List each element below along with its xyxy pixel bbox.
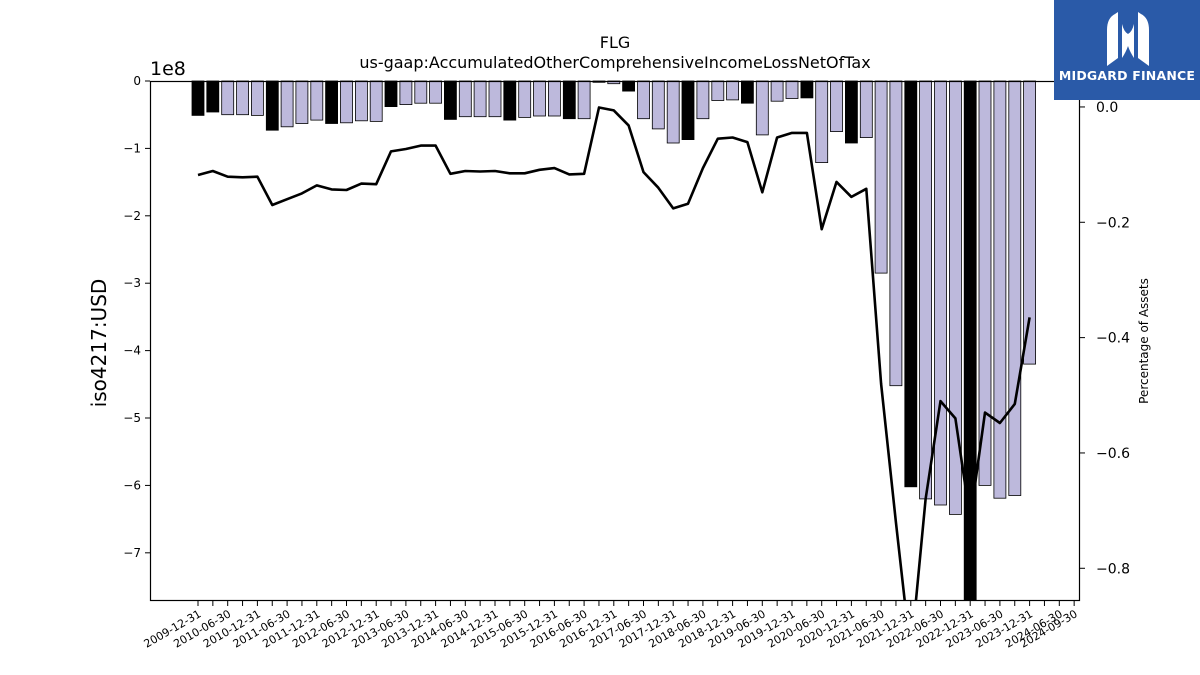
bar xyxy=(518,80,532,118)
y-tick-label: −3 xyxy=(123,276,141,290)
bar xyxy=(340,80,353,124)
bar xyxy=(755,80,769,136)
bar xyxy=(770,80,784,102)
bar xyxy=(250,80,264,116)
bar xyxy=(548,80,561,117)
bar xyxy=(191,80,205,116)
y2-axis-ticks: 0.0 −0.2 −0.4 −0.6 −0.8 xyxy=(1080,100,1130,577)
y2-tick-label: −0.8 xyxy=(1096,561,1130,577)
y-tick-label: −2 xyxy=(123,209,141,223)
bar xyxy=(562,80,576,120)
bar xyxy=(993,80,1007,499)
y-tick-label: 0 xyxy=(133,74,141,88)
bar xyxy=(904,80,918,488)
bar xyxy=(354,80,368,122)
bar xyxy=(369,80,383,122)
y-tick-label: −1 xyxy=(123,141,141,155)
bar xyxy=(934,80,947,506)
bar xyxy=(696,80,710,120)
bar xyxy=(458,80,472,118)
series-line xyxy=(197,106,1031,600)
bar xyxy=(785,80,799,99)
y2-tick-label: −0.6 xyxy=(1096,446,1130,462)
bar xyxy=(874,80,888,274)
bar xyxy=(741,80,754,104)
bar xyxy=(963,80,977,601)
bar xyxy=(859,80,873,138)
y-tick-label: −7 xyxy=(123,546,141,560)
bar xyxy=(726,80,739,101)
bar xyxy=(533,80,546,117)
y-tick-label: −5 xyxy=(123,411,141,425)
y2-axis-label: Percentage of Assets xyxy=(1137,278,1151,404)
y-axis-label: iso4217:USD xyxy=(87,279,111,408)
bar xyxy=(295,80,309,124)
bar xyxy=(889,80,903,387)
y-tick-label: −4 xyxy=(123,344,141,358)
bar xyxy=(637,80,650,120)
bar xyxy=(429,80,443,104)
bar xyxy=(280,80,294,128)
bar xyxy=(800,80,814,99)
bar xyxy=(236,80,250,116)
bar xyxy=(666,80,680,144)
chart-title: FLG xyxy=(600,33,631,52)
bar xyxy=(473,80,487,118)
bar xyxy=(845,80,858,144)
bar xyxy=(384,80,398,108)
y-tick-label: −6 xyxy=(123,478,141,492)
bar xyxy=(622,80,635,92)
bar xyxy=(265,80,279,131)
plot-frame xyxy=(149,80,1081,602)
bar xyxy=(221,80,235,116)
y2-tick-label: 0.0 xyxy=(1096,100,1118,116)
bar xyxy=(919,80,932,500)
y-axis-ticks: 0 −1 −2 −3 −4 −5 −6 −7 xyxy=(123,74,150,560)
line-series xyxy=(197,106,1031,600)
y2-tick-label: −0.2 xyxy=(1096,215,1130,231)
bar xyxy=(681,80,695,140)
bar xyxy=(414,80,428,104)
chart-subtitle: us-gaap:AccumulatedOtherComprehensiveInc… xyxy=(359,53,870,72)
bar xyxy=(1008,80,1022,496)
x-axis-ticks: 2009-12-312010-06-302010-12-312011-06-30… xyxy=(142,600,1080,651)
bar xyxy=(488,80,502,118)
bar-series xyxy=(191,80,1036,601)
logo-text: MIDGARD FINANCE xyxy=(1058,68,1196,83)
y2-tick-label: −0.4 xyxy=(1096,331,1130,347)
bar xyxy=(399,80,413,106)
y-offset-text: 1e8 xyxy=(150,58,186,80)
midgard-m-logo-icon xyxy=(1107,12,1149,66)
bar xyxy=(503,80,517,121)
bar xyxy=(815,80,829,163)
bar xyxy=(310,80,324,121)
bar xyxy=(711,80,725,101)
bar xyxy=(443,80,457,120)
bar xyxy=(651,80,665,130)
bar xyxy=(206,80,220,113)
bar xyxy=(830,80,843,132)
bar xyxy=(325,80,339,124)
midgard-finance-logo: MIDGARD FINANCE xyxy=(1054,0,1200,100)
bar xyxy=(978,80,992,486)
bar xyxy=(577,80,591,120)
